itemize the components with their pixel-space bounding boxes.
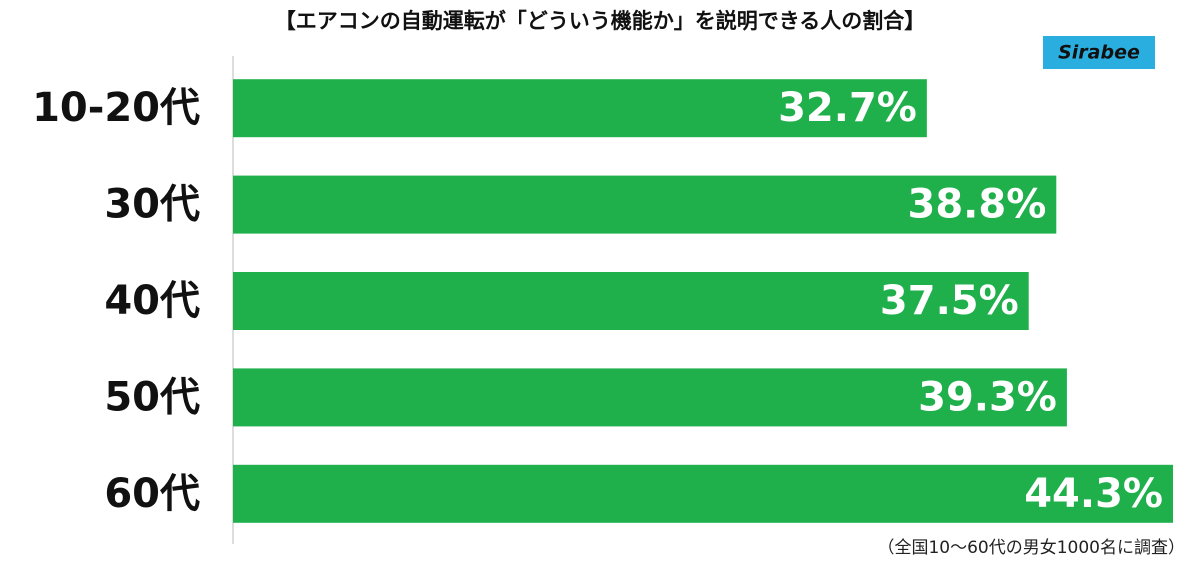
bar [233, 79, 927, 138]
value-label: 38.8% [908, 182, 1047, 228]
category-label: 60代 [104, 471, 200, 517]
value-label: 39.3% [918, 374, 1057, 420]
category-label: 10-20代 [32, 85, 200, 131]
value-label: 37.5% [880, 278, 1019, 324]
logo: Sirabee [1058, 42, 1140, 64]
category-label: 30代 [104, 182, 200, 228]
source-note: （全国10〜60代の男女1000名に調査） [877, 538, 1185, 558]
bar [233, 272, 1029, 330]
chart-title: 【エアコンの自動運転が「どういう機能か」を説明できる人の割合】 [275, 9, 926, 33]
value-label: 44.3% [1024, 471, 1163, 517]
category-label: 50代 [104, 374, 200, 420]
value-label: 32.7% [778, 85, 917, 131]
logo-box [1043, 36, 1155, 69]
bar [233, 464, 1173, 523]
bar [233, 368, 1067, 427]
bar [233, 175, 1057, 234]
category-label: 40代 [104, 278, 200, 324]
